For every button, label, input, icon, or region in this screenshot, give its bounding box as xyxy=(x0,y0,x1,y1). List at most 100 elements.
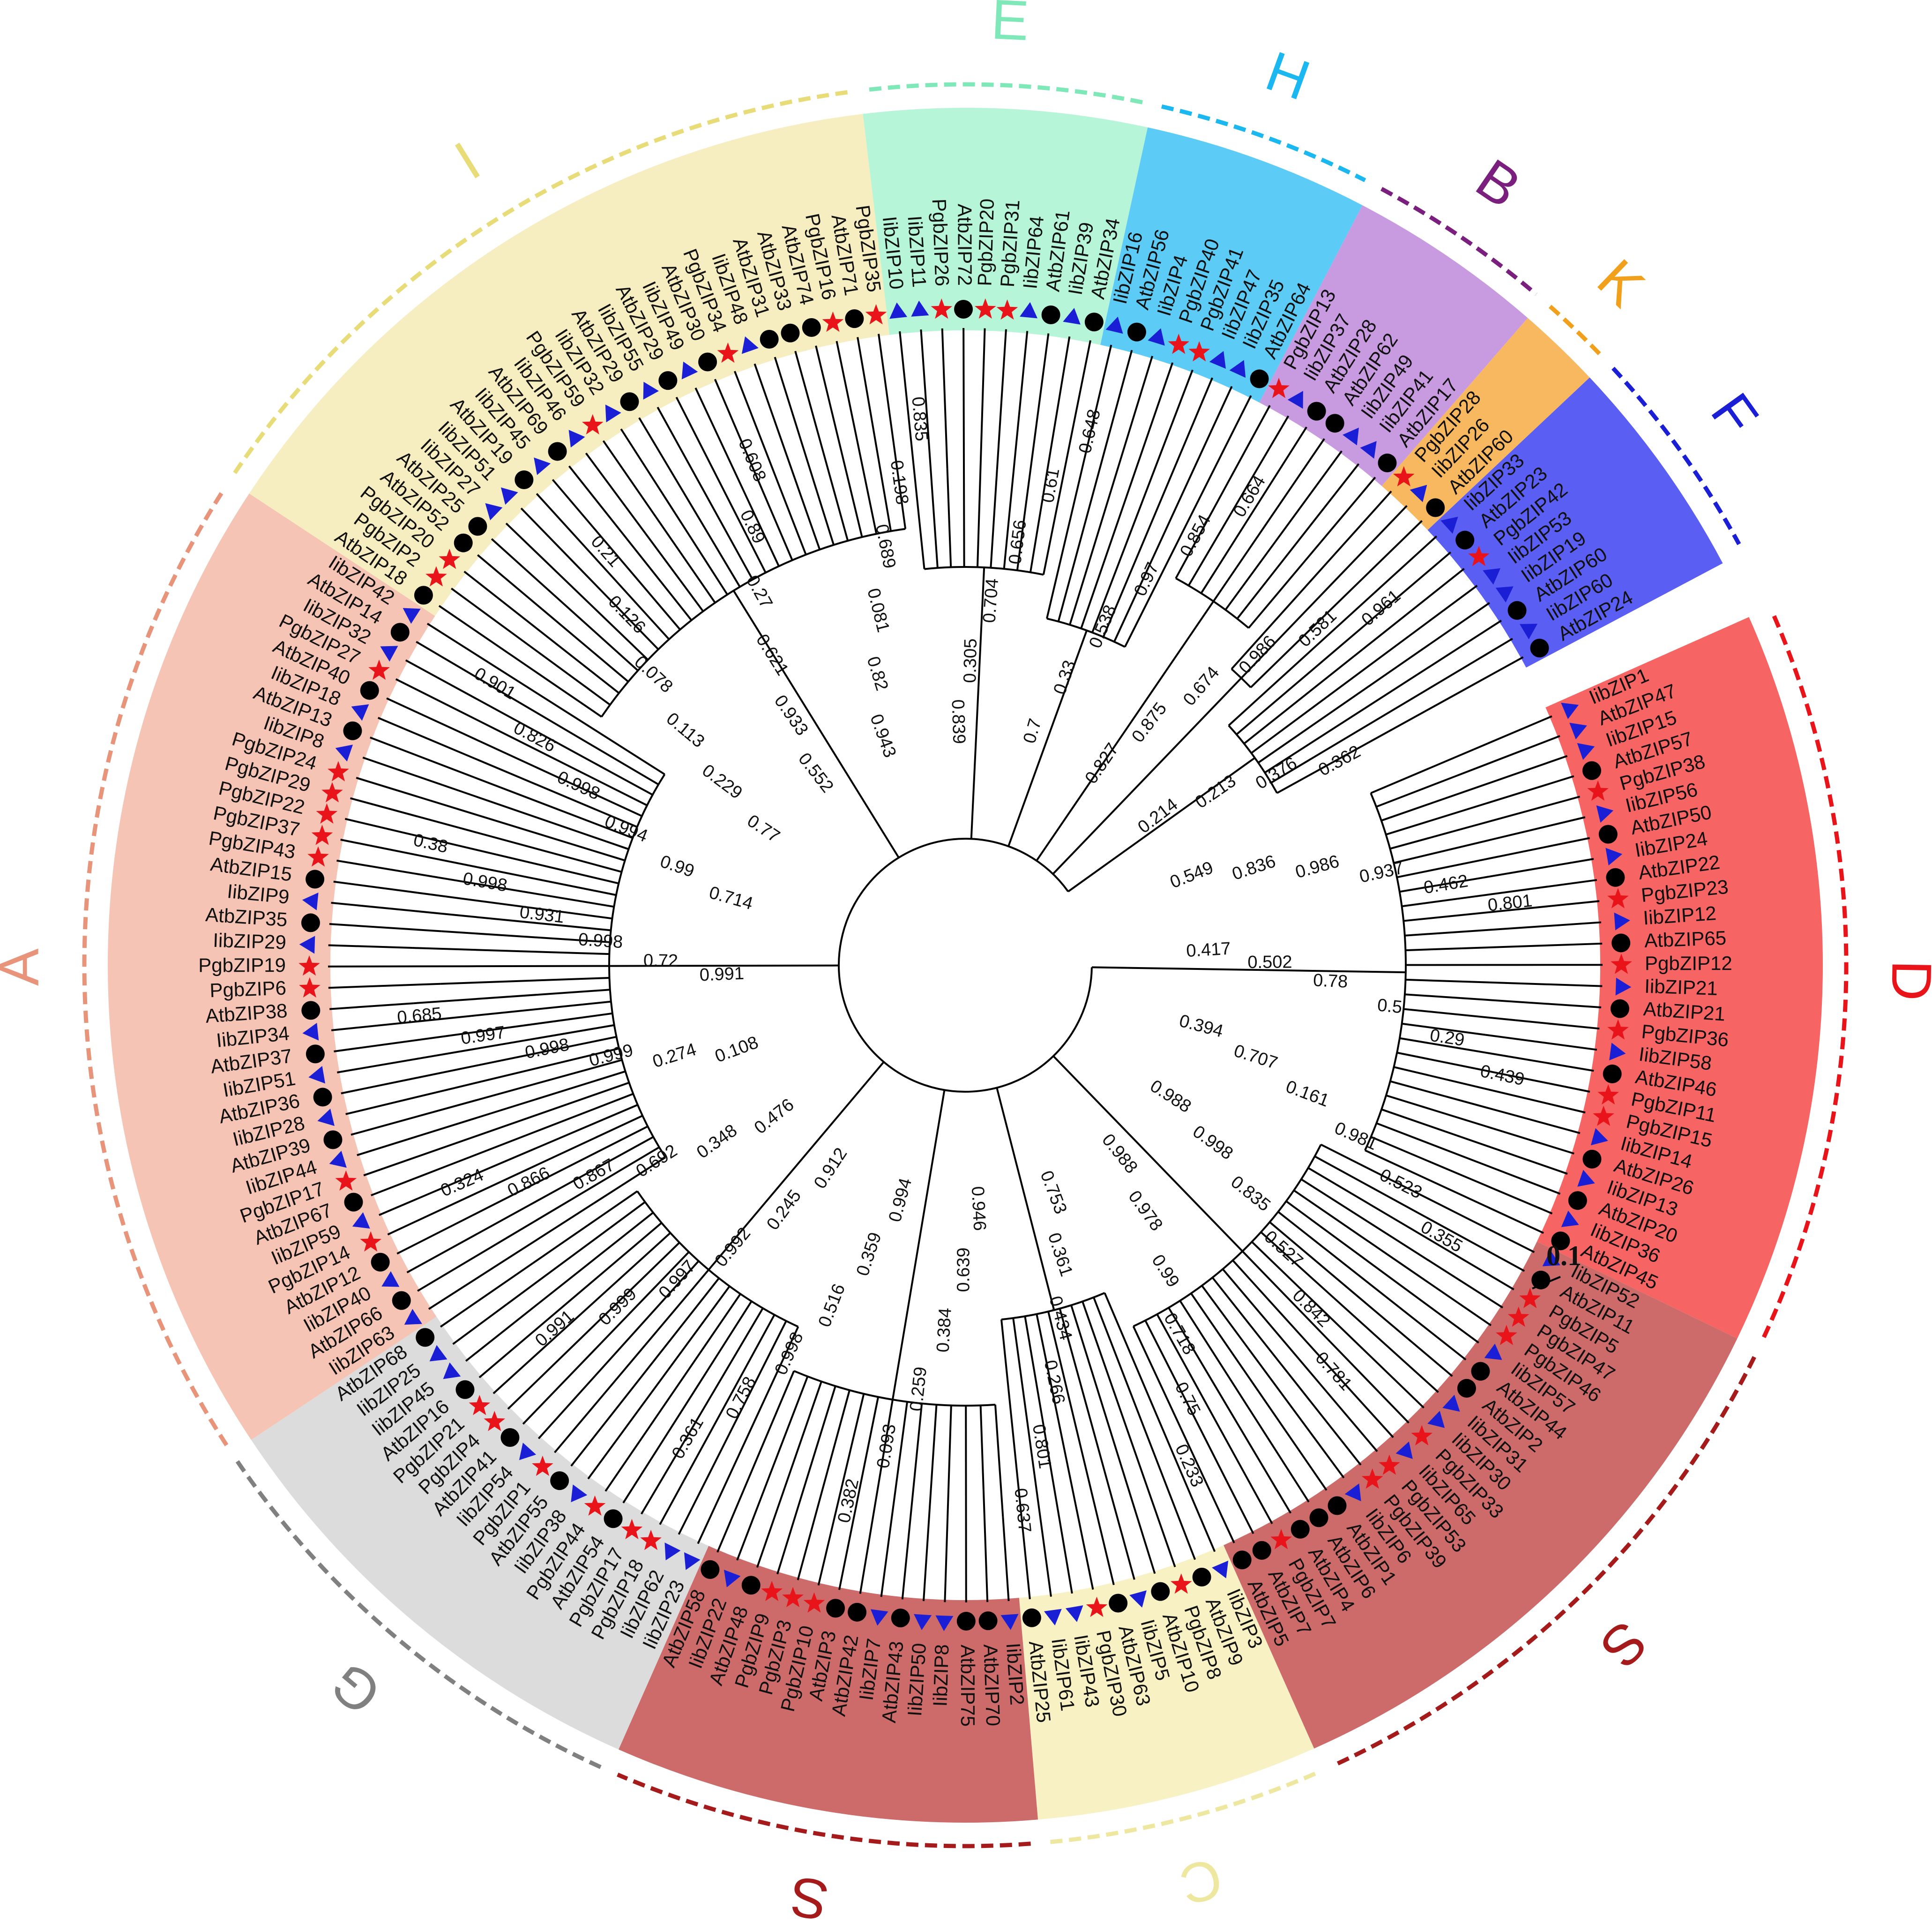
tip-branch xyxy=(505,522,608,622)
tip-branch xyxy=(922,1489,932,1602)
tip-branch xyxy=(1455,735,1560,777)
inner-branch xyxy=(994,1404,1004,1517)
bootstrap-value: 0.999 xyxy=(595,1284,641,1330)
inner-branch xyxy=(620,531,693,621)
bootstrap-value: 0.707 xyxy=(1231,1041,1280,1073)
inner-branch xyxy=(468,965,610,968)
tip-branch xyxy=(756,1487,786,1568)
inner-branch xyxy=(1144,1320,1204,1434)
leaf-label: AtbZIP75 xyxy=(957,1645,979,1727)
leaf-label: PgbZIP26 xyxy=(928,198,954,286)
clade-arc-s xyxy=(1331,1356,1756,1768)
marker-triangle xyxy=(664,1542,681,1561)
tip-branch xyxy=(329,923,442,932)
leaf-label: PgbZIP19 xyxy=(198,954,286,976)
tip-branch xyxy=(1144,362,1174,443)
tip-branch xyxy=(1052,1482,1073,1594)
inner-branch xyxy=(1024,1316,1054,1483)
marker-circle xyxy=(454,533,473,552)
marker-circle xyxy=(1290,1520,1310,1539)
tip-branch xyxy=(350,797,459,829)
tip-branch xyxy=(1231,1449,1273,1524)
clade-sector-b xyxy=(1259,205,1528,486)
tip-branch xyxy=(817,1503,839,1586)
marker-star xyxy=(582,414,604,435)
tip-branch xyxy=(1409,585,1478,637)
marker-triangle xyxy=(329,1150,347,1168)
marker-star xyxy=(822,311,844,332)
marker-star xyxy=(532,1455,553,1476)
inner-branch xyxy=(470,916,611,931)
bootstrap-value: 0.99 xyxy=(657,851,697,881)
inner-branch xyxy=(1258,666,1398,764)
tip-branch xyxy=(980,328,986,441)
tip-branch xyxy=(697,1467,734,1544)
inner-branch xyxy=(1370,748,1475,794)
inner-branch xyxy=(442,784,629,850)
tip-branch xyxy=(1320,477,1376,543)
marker-circle xyxy=(455,1380,475,1399)
tip-branch xyxy=(736,1455,778,1561)
inner-branch xyxy=(447,878,614,908)
scale-bar-line xyxy=(1532,1276,1561,1289)
inner-branch xyxy=(1047,1311,1082,1449)
bootstrap-value: 0.081 xyxy=(863,586,893,634)
inner-branch xyxy=(529,726,653,796)
marker-star xyxy=(1411,1425,1433,1445)
tip-branch xyxy=(1247,1407,1310,1503)
marker-triangle xyxy=(1343,427,1359,446)
marker-star xyxy=(1168,334,1190,354)
species-markers xyxy=(298,298,1632,1631)
marker-star xyxy=(782,1587,804,1608)
tip-branch xyxy=(1382,619,1502,698)
marker-circle xyxy=(1606,868,1625,887)
bootstrap-value: 0.516 xyxy=(815,1281,850,1330)
tip-branch xyxy=(1353,568,1465,657)
inner-branch xyxy=(1376,775,1455,808)
tip-branch xyxy=(878,334,895,446)
marker-triangle xyxy=(1344,1483,1361,1501)
clade-sector-g xyxy=(251,1317,709,1750)
marker-star xyxy=(621,1519,643,1540)
bootstrap-value: 0.33 xyxy=(1050,658,1080,697)
inner-branch xyxy=(1093,1297,1156,1455)
bootstrap-value: 0.161 xyxy=(1283,1077,1332,1111)
marker-circle xyxy=(1610,999,1629,1018)
clade-stem xyxy=(1052,1055,1243,1252)
bootstrap-value: 0.875 xyxy=(1128,699,1171,746)
inner-branch xyxy=(496,729,648,806)
inner-branch xyxy=(507,771,638,828)
inner-branch xyxy=(1386,1094,1494,1130)
clade-arc-f xyxy=(1611,366,1741,545)
marker-circle xyxy=(1551,1231,1570,1251)
tip-branch xyxy=(507,1310,610,1410)
tip-branch xyxy=(1493,775,1574,802)
marker-circle xyxy=(1603,1064,1622,1083)
marker-triangle xyxy=(681,361,698,380)
inner-branch xyxy=(489,1115,643,1188)
inner-branch xyxy=(1370,1136,1475,1182)
inner-branch xyxy=(1260,1231,1335,1299)
inner-branch xyxy=(417,892,612,920)
marker-star xyxy=(360,1231,381,1252)
tip-branch xyxy=(694,387,744,491)
bootstrap-value: 0.718 xyxy=(1160,1310,1199,1358)
bootstrap-value: 0.361 xyxy=(1044,1230,1076,1279)
leaf-label: PgbZIP6 xyxy=(209,977,287,1002)
marker-triangle xyxy=(1440,516,1458,534)
inner-branch xyxy=(1381,1108,1462,1138)
marker-circle xyxy=(344,1192,363,1212)
tip-branch xyxy=(336,859,448,880)
marker-circle xyxy=(1252,1541,1271,1560)
bootstrap-value: 0.758 xyxy=(722,1373,760,1422)
inner-branch xyxy=(541,608,629,683)
bootstrap-value: 0.99 xyxy=(1148,1251,1183,1291)
bootstrap-value: 0.933 xyxy=(770,692,812,739)
bootstrap-value: 0.229 xyxy=(698,760,746,803)
marker-triangle xyxy=(605,404,621,423)
inner-branch xyxy=(742,489,780,567)
tip-branch xyxy=(520,507,581,570)
tip-branch xyxy=(1260,1364,1345,1479)
inner-branch xyxy=(579,568,659,650)
clade-sector-s xyxy=(1223,1241,1738,1749)
